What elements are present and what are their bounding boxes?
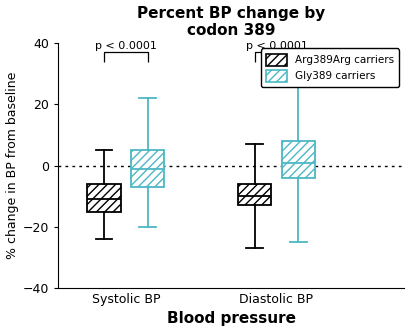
PathPatch shape	[238, 184, 270, 206]
Title: Percent BP change by
codon 389: Percent BP change by codon 389	[137, 6, 325, 38]
Legend: Arg389Arg carriers, Gly389 carriers: Arg389Arg carriers, Gly389 carriers	[260, 48, 398, 87]
PathPatch shape	[281, 141, 314, 178]
Text: p < 0.0001: p < 0.0001	[245, 41, 307, 51]
Y-axis label: % change in BP from baseline: % change in BP from baseline	[6, 72, 18, 259]
X-axis label: Blood pressure: Blood pressure	[166, 311, 295, 326]
PathPatch shape	[131, 150, 164, 187]
PathPatch shape	[87, 184, 120, 211]
Text: p < 0.0001: p < 0.0001	[95, 41, 156, 51]
